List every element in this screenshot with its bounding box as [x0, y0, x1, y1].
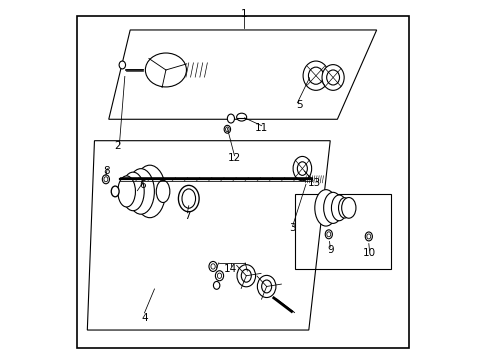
Ellipse shape [102, 175, 109, 184]
Ellipse shape [134, 165, 165, 218]
Ellipse shape [314, 190, 336, 226]
Text: 6: 6 [139, 180, 146, 190]
Ellipse shape [323, 192, 342, 224]
Ellipse shape [210, 264, 215, 269]
Ellipse shape [127, 168, 154, 214]
Ellipse shape [227, 114, 234, 123]
Ellipse shape [261, 280, 271, 293]
Ellipse shape [104, 177, 108, 182]
Ellipse shape [182, 189, 195, 208]
Text: 12: 12 [227, 153, 241, 163]
Ellipse shape [365, 232, 372, 241]
Ellipse shape [122, 172, 144, 211]
Ellipse shape [156, 180, 169, 203]
Ellipse shape [326, 70, 339, 85]
Ellipse shape [325, 230, 332, 239]
Ellipse shape [178, 185, 199, 212]
Ellipse shape [241, 269, 251, 282]
Ellipse shape [292, 157, 311, 181]
Text: 2: 2 [114, 141, 121, 151]
Ellipse shape [338, 198, 350, 218]
Text: 10: 10 [362, 248, 375, 258]
Text: 8: 8 [103, 166, 109, 176]
Ellipse shape [341, 198, 355, 218]
Ellipse shape [308, 67, 323, 84]
Text: 13: 13 [307, 178, 320, 188]
Ellipse shape [236, 113, 246, 121]
Ellipse shape [326, 232, 330, 237]
Text: 7: 7 [183, 211, 190, 221]
Ellipse shape [213, 282, 220, 289]
Ellipse shape [237, 265, 255, 287]
Text: 1: 1 [241, 9, 247, 19]
Ellipse shape [366, 234, 370, 239]
Ellipse shape [322, 64, 344, 90]
Text: 4: 4 [141, 312, 147, 323]
Text: 5: 5 [296, 100, 303, 110]
Text: 14: 14 [224, 264, 237, 274]
Text: 3: 3 [289, 223, 295, 233]
Ellipse shape [297, 162, 307, 175]
Ellipse shape [145, 53, 186, 87]
Ellipse shape [111, 186, 119, 197]
Text: 9: 9 [326, 245, 333, 255]
Ellipse shape [215, 271, 223, 281]
Ellipse shape [257, 275, 275, 297]
Text: 11: 11 [255, 123, 268, 133]
Ellipse shape [118, 176, 135, 207]
Ellipse shape [119, 61, 125, 69]
Ellipse shape [217, 273, 221, 278]
Ellipse shape [331, 195, 346, 221]
Ellipse shape [225, 127, 229, 132]
Ellipse shape [303, 61, 328, 90]
Ellipse shape [224, 125, 230, 133]
Ellipse shape [208, 261, 217, 271]
